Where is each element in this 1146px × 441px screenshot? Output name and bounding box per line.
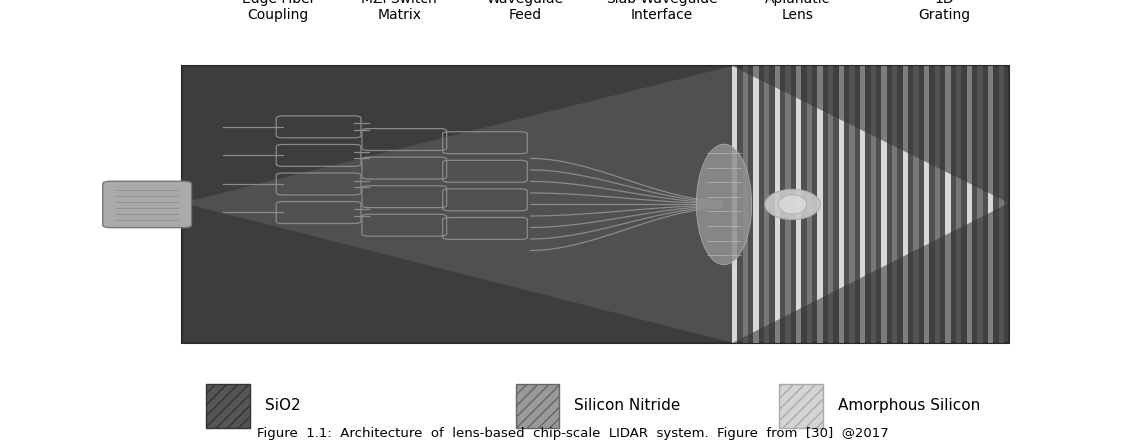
Polygon shape [967, 66, 972, 343]
Polygon shape [732, 203, 1010, 343]
Polygon shape [945, 66, 951, 343]
Polygon shape [913, 66, 919, 343]
Text: Slab-Waveguide
Interface: Slab-Waveguide Interface [605, 0, 717, 22]
Polygon shape [849, 66, 855, 343]
Polygon shape [732, 66, 1010, 203]
Polygon shape [182, 66, 1010, 343]
Text: Waveguide
Feed: Waveguide Feed [487, 0, 564, 22]
Polygon shape [903, 66, 908, 343]
Polygon shape [892, 66, 897, 343]
Text: 1D
Grating: 1D Grating [918, 0, 970, 22]
Bar [206, 384, 250, 427]
Polygon shape [829, 66, 833, 343]
Polygon shape [817, 66, 823, 343]
Polygon shape [807, 66, 813, 343]
FancyBboxPatch shape [103, 181, 191, 228]
Polygon shape [796, 66, 801, 343]
Polygon shape [764, 66, 769, 343]
Polygon shape [988, 66, 994, 343]
Text: Figure  1.1:  Architecture  of  lens-based  chip-scale  LIDAR  system.  Figure  : Figure 1.1: Architecture of lens-based c… [257, 427, 889, 440]
Polygon shape [998, 66, 1004, 343]
Polygon shape [881, 66, 887, 343]
Bar [516, 384, 559, 427]
Polygon shape [732, 66, 737, 343]
Ellipse shape [697, 144, 752, 265]
Text: Aplanatic
Lens: Aplanatic Lens [766, 0, 830, 22]
Polygon shape [182, 203, 732, 343]
Polygon shape [935, 66, 940, 343]
Text: Edge Fiber
Coupling: Edge Fiber Coupling [242, 0, 315, 22]
Ellipse shape [764, 189, 821, 220]
Bar [779, 384, 823, 427]
Text: Silicon Nitride: Silicon Nitride [574, 398, 681, 413]
Polygon shape [182, 66, 732, 203]
Polygon shape [956, 66, 961, 343]
Polygon shape [924, 66, 929, 343]
Polygon shape [839, 66, 845, 343]
Text: MZI Switch
Matrix: MZI Switch Matrix [361, 0, 437, 22]
Polygon shape [785, 66, 791, 343]
Polygon shape [978, 66, 983, 343]
Polygon shape [743, 66, 748, 343]
Polygon shape [775, 66, 780, 343]
Text: Amorphous Silicon: Amorphous Silicon [838, 398, 980, 413]
Polygon shape [753, 66, 759, 343]
Polygon shape [871, 66, 876, 343]
Text: SiO2: SiO2 [265, 398, 300, 413]
Polygon shape [860, 66, 865, 343]
Ellipse shape [778, 195, 807, 214]
